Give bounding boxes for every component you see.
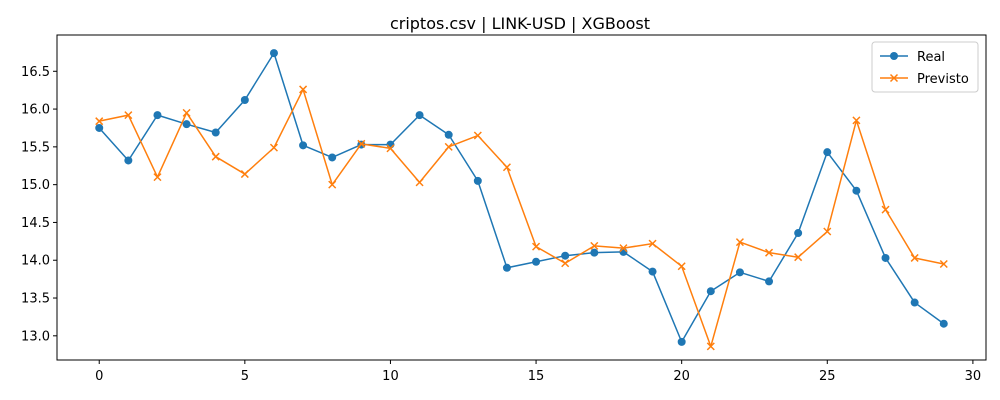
data-point-previsto: [619, 244, 628, 253]
data-point-real: [765, 277, 774, 286]
data-point-previsto: [182, 108, 191, 117]
x-tick-label: 20: [673, 369, 690, 384]
data-point-real: [502, 263, 511, 272]
x-tick-label: 5: [241, 369, 249, 384]
y-tick-label: 14.5: [21, 216, 50, 231]
series-real: [95, 49, 948, 346]
data-point-previsto: [735, 238, 744, 247]
series-line-real: [98, 52, 945, 343]
data-point-previsto: [299, 85, 308, 94]
data-point-real: [211, 128, 220, 137]
legend-marker-real: [890, 52, 898, 60]
x-tick-label: 15: [528, 369, 545, 384]
data-point-previsto: [124, 111, 133, 120]
y-tick-label: 16.0: [21, 103, 50, 118]
y-tick-label: 15.0: [21, 178, 50, 193]
data-point-real: [532, 257, 541, 266]
data-point-real: [153, 111, 162, 120]
data-point-previsto: [95, 117, 104, 126]
data-point-previsto: [881, 205, 890, 214]
legend: Real Previsto: [871, 41, 979, 93]
data-point-real: [648, 267, 657, 276]
data-point-real: [444, 130, 453, 139]
data-point-previsto: [590, 241, 599, 250]
data-point-previsto: [648, 239, 657, 248]
y-tick-label: 15.5: [21, 140, 50, 155]
data-point-real: [910, 298, 919, 307]
series-line-previsto: [99, 88, 944, 348]
data-point-real: [881, 253, 890, 262]
chart-title: criptos.csv | LINK-USD | XGBoost: [390, 14, 650, 33]
x-tick-label: 30: [965, 369, 982, 384]
data-point-previsto: [473, 131, 482, 140]
data-point-previsto: [852, 116, 861, 125]
legend-label-previsto: Previsto: [917, 72, 969, 87]
y-tick-label: 14.0: [21, 254, 50, 269]
data-point-previsto: [706, 342, 715, 351]
series-previsto: [95, 85, 948, 351]
y-axis: 13.0 13.5 14.0 14.5 15.0 15.5 16.0 16.5: [21, 65, 57, 344]
data-point-previsto: [269, 143, 278, 152]
data-point-previsto: [910, 253, 919, 262]
data-point-previsto: [765, 248, 774, 257]
data-point-real: [328, 153, 337, 162]
data-point-previsto: [153, 173, 162, 182]
data-point-real: [299, 141, 308, 150]
data-point-real: [823, 148, 832, 157]
x-tick-label: 25: [819, 369, 836, 384]
data-point-real: [677, 337, 686, 346]
data-point-previsto: [386, 144, 395, 153]
data-point-previsto: [357, 139, 366, 148]
legend-label-real: Real: [917, 50, 945, 65]
data-point-previsto: [561, 259, 570, 268]
series-layer: [95, 49, 948, 351]
y-tick-label: 13.0: [21, 329, 50, 344]
data-point-previsto: [240, 170, 249, 179]
data-point-previsto: [211, 152, 220, 161]
x-tick-label: 10: [382, 369, 399, 384]
data-point-previsto: [823, 227, 832, 236]
data-point-real: [735, 268, 744, 277]
x-axis: 0 5 10 15 20 25 30: [95, 360, 981, 384]
plot-area: [56, 34, 987, 361]
y-tick-label: 13.5: [21, 292, 50, 307]
data-point-real: [95, 123, 104, 132]
data-point-previsto: [532, 242, 541, 251]
data-point-real: [590, 248, 599, 257]
legend-box: [871, 41, 979, 93]
data-point-previsto: [794, 253, 803, 262]
data-point-previsto: [328, 180, 337, 189]
data-point-real: [473, 176, 482, 185]
y-tick-label: 16.5: [21, 65, 50, 80]
data-point-previsto: [502, 163, 511, 172]
data-point-real: [794, 229, 803, 238]
data-point-real: [415, 111, 424, 120]
legend-marker-previsto: [889, 73, 899, 83]
data-point-real: [182, 120, 191, 129]
data-point-real: [852, 186, 861, 195]
data-point-previsto: [415, 178, 424, 187]
data-point-real: [939, 319, 948, 328]
data-point-real: [124, 156, 133, 165]
data-point-real: [269, 49, 278, 58]
data-point-real: [240, 96, 249, 104]
x-tick-label: 0: [95, 369, 103, 384]
data-point-previsto: [939, 259, 948, 269]
data-point-real: [706, 287, 715, 296]
data-point-previsto: [444, 142, 453, 151]
data-point-real: [561, 251, 570, 260]
data-point-previsto: [677, 262, 686, 271]
